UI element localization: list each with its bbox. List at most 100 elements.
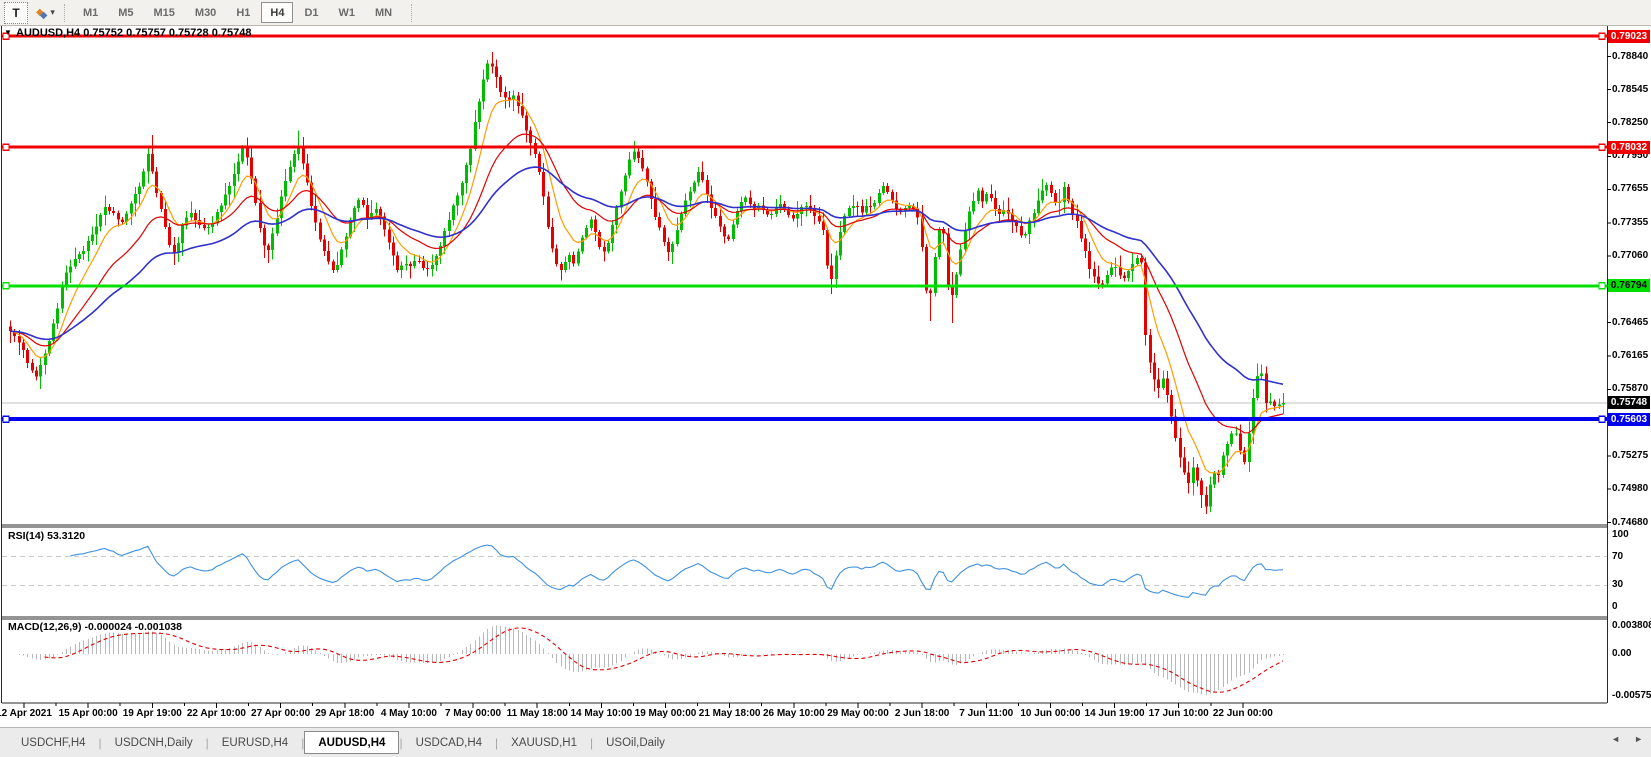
chart-tab-usdcad[interactable]: USDCAD,H4	[415, 736, 483, 749]
line-anchor-handle[interactable]	[2, 143, 10, 151]
tab-separator: |	[301, 735, 305, 750]
price-axis-label: 0.76165	[1612, 350, 1649, 362]
macd-axis-label: 0.003808	[1612, 620, 1651, 631]
line-anchor-handle[interactable]	[2, 32, 10, 40]
macd-signal-value: -0.001038	[134, 621, 182, 633]
price-axis-badge: 0.76794	[1608, 279, 1650, 293]
date-axis-label: 19 May 00:00	[634, 708, 697, 719]
tab-separator: |	[399, 735, 403, 750]
macd-signal-line	[44, 627, 1284, 693]
timeframe-button-m5[interactable]: M5	[118, 6, 134, 19]
date-axis-label: 21 May 18:00	[698, 708, 761, 719]
candlestick-series	[9, 52, 1285, 515]
chart-title: AUDUSD,H4 0.75752 0.75757 0.75728 0.7574…	[16, 27, 251, 39]
text-tool-button[interactable]: T	[4, 1, 28, 24]
rsi-line	[70, 544, 1284, 598]
date-axis-label: 26 May 10:00	[762, 708, 825, 719]
date-axis-label: 14 May 10:00	[570, 708, 633, 719]
timeframe-button-h4[interactable]: H4	[261, 2, 294, 23]
date-axis-label: 10 Jun 00:00	[1020, 708, 1081, 719]
diamond-icon: ◆	[39, 9, 48, 21]
line-anchor-handle[interactable]	[1598, 32, 1606, 40]
line-anchor-handle[interactable]	[2, 415, 10, 423]
line-anchor-handle[interactable]	[1598, 282, 1606, 290]
date-axis-label: 29 May 00:00	[827, 708, 889, 719]
moving-average-line	[10, 133, 1284, 434]
tab-separator: |	[495, 735, 499, 750]
price-axis-label: 0.74980	[1612, 482, 1649, 494]
tab-separator: |	[98, 735, 102, 750]
timeframe-button-group: M1 M5 M15 M30 H1 H4 D1 W1 MN	[73, 2, 402, 23]
price-axis-label: 0.74680	[1612, 516, 1649, 528]
moving-average-line	[10, 98, 1284, 474]
chart-tab-usoil[interactable]: USOil,Daily	[606, 736, 665, 749]
macd-histogram	[19, 625, 1284, 695]
timeframe-button-d1[interactable]: D1	[304, 6, 319, 19]
chart-tab-audusd[interactable]: AUDUSD,H4	[304, 731, 400, 754]
timeframe-button-w1[interactable]: W1	[338, 6, 356, 19]
chart-object-marker-icon: ▼	[4, 28, 12, 37]
price-axis-badge: 0.75603	[1608, 412, 1650, 426]
date-axis-label: 7 May 00:00	[444, 708, 502, 719]
diamond-icon: ◆	[36, 6, 44, 18]
chart-tab-eurusd[interactable]: EURUSD,H4	[221, 736, 289, 749]
chart-tab-usdchf[interactable]: USDCHF,H4	[21, 736, 86, 749]
price-axis-badge: 0.78032	[1608, 140, 1650, 154]
tab-scroll-controls: ◄ ►	[1611, 733, 1643, 745]
shapes-tool-button[interactable]: ◆ ◆ ▾	[36, 3, 55, 23]
toolbar-separator	[63, 3, 66, 22]
price-axis-label: 0.76465	[1612, 316, 1649, 328]
text-tool-icon: T	[12, 5, 20, 20]
date-axis-label: 14 Jun 19:00	[1084, 708, 1145, 719]
price-axis-label: 0.75870	[1612, 383, 1649, 395]
toolbar-separator	[411, 3, 413, 22]
timeframe-button-h1[interactable]: H1	[236, 6, 251, 19]
price-axis-label: 0.78545	[1612, 83, 1649, 95]
timeframe-button-m30[interactable]: M30	[194, 6, 217, 19]
date-axis-label: 29 Apr 18:00	[315, 708, 375, 719]
price-axis-badge: 0.75748	[1608, 396, 1650, 410]
price-axis-label: 0.75275	[1612, 449, 1649, 461]
date-axis-label: 12 Apr 2021	[0, 708, 52, 719]
scroll-left-icon[interactable]: ◄	[1611, 734, 1621, 744]
date-axis-label: 22 Apr 10:00	[186, 708, 246, 719]
chart-tab-bar: USDCHF,H4 | USDCNH,Daily | EURUSD,H4 | AUDUSD,…	[0, 727, 1651, 757]
date-axis-label: 7 Jun 11:00	[959, 708, 1014, 719]
rsi-indicator-label: RSI(14) 53.3120	[8, 530, 86, 542]
macd-indicator-label: MACD(12,26,9) -0.000024 -0.001038	[8, 621, 182, 633]
price-axis-label: 0.77060	[1612, 250, 1649, 261]
macd-main-value: -0.000024	[84, 621, 132, 633]
chevron-down-icon: ▾	[50, 7, 55, 17]
date-axis-label: 22 Jun 00:00	[1212, 708, 1273, 719]
chart-symbol-period: AUDUSD,H4	[16, 27, 81, 39]
rsi-axis-label: 70	[1612, 550, 1624, 562]
line-anchor-handle[interactable]	[2, 282, 10, 290]
rsi-value: 53.3120	[47, 530, 86, 542]
date-axis-label: 17 Jun 10:00	[1148, 708, 1209, 719]
macd-axis-label: -0.00575	[1612, 690, 1651, 702]
timeframe-button-mn[interactable]: MN	[375, 6, 393, 19]
timeframe-button-m1[interactable]: M1	[82, 6, 99, 19]
macd-axis-label: 0.00	[1612, 648, 1632, 659]
line-anchor-handle[interactable]	[1598, 143, 1606, 151]
scroll-right-icon[interactable]: ►	[1634, 734, 1643, 744]
date-axis-label: 11 May 18:00	[506, 708, 568, 719]
line-anchor-handle[interactable]	[1598, 415, 1606, 423]
rsi-axis-label: 0	[1612, 601, 1618, 612]
price-axis-badge: 0.79023	[1608, 29, 1650, 43]
tab-separator: |	[205, 735, 209, 750]
timeframe-button-m15[interactable]: M15	[153, 6, 175, 19]
price-axis-label: 0.78840	[1612, 50, 1649, 62]
date-axis-label: 27 Apr 00:00	[251, 708, 311, 719]
price-axis-label: 0.78250	[1612, 116, 1649, 128]
price-axis-label: 0.77355	[1612, 216, 1649, 228]
moving-average-line	[10, 166, 1284, 385]
date-axis-label: 4 May 10:00	[380, 708, 437, 719]
tab-separator: |	[589, 735, 594, 750]
rsi-axis-label: 100	[1612, 529, 1629, 540]
chart-tab-usdcnh[interactable]: USDCNH,Daily	[114, 736, 193, 749]
chart-tab-xauusd[interactable]: XAUUSD,H1	[511, 736, 577, 749]
price-axis-label: 0.77655	[1612, 183, 1649, 195]
chart-ohlc-values: 0.75752 0.75757 0.75728 0.75748	[83, 27, 252, 39]
